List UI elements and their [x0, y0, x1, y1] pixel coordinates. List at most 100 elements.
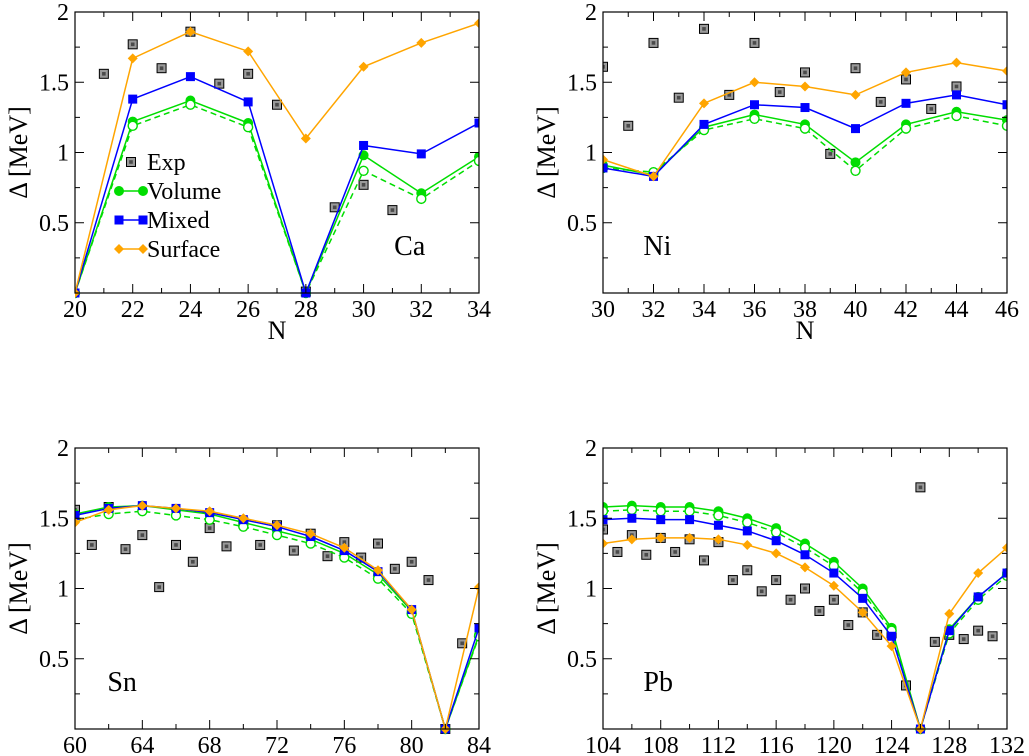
data-point [612, 546, 623, 557]
y-tick-label: 1 [57, 577, 69, 603]
data-point [800, 81, 810, 92]
x-tick-label: 42 [894, 297, 918, 323]
y-tick-label: 1.5 [39, 70, 69, 96]
exp-marker-core [224, 544, 229, 549]
exp-marker-core [460, 641, 464, 646]
legend-item-surface: Surface [114, 237, 220, 263]
data-point [171, 503, 181, 514]
series-exp [603, 23, 962, 159]
data-point [886, 641, 897, 652]
data-point [742, 565, 753, 576]
data-point [474, 623, 479, 633]
data-point [128, 94, 138, 104]
data-point [713, 534, 724, 545]
data-point [951, 81, 962, 92]
data-point [626, 534, 637, 545]
x-tick-label: 30 [352, 297, 376, 323]
legend-marker [114, 244, 124, 254]
data-point [389, 563, 400, 574]
x-axis-title: N [268, 316, 287, 345]
data-point [474, 118, 479, 128]
y-tick-label: 1.5 [39, 506, 69, 532]
data-point [627, 513, 637, 523]
data-point [171, 539, 181, 550]
exp-marker-core [875, 633, 879, 637]
data-point [850, 89, 861, 100]
data-point [603, 524, 608, 535]
x-tick-label: 22 [121, 297, 145, 323]
x-tick-label: 28 [294, 297, 318, 323]
data-point [243, 68, 254, 79]
x-tick-label: 120 [816, 733, 852, 756]
data-point [944, 608, 955, 619]
data-point [850, 157, 861, 168]
legend-marker [126, 157, 136, 167]
y-tick-label: 2 [57, 0, 69, 26]
data-point [785, 594, 796, 605]
exp-marker-core [904, 77, 908, 82]
data-point [857, 607, 868, 618]
exp-marker-core [626, 124, 631, 128]
exp-marker-core [342, 540, 347, 544]
data-point [86, 539, 97, 550]
exp-marker-core [878, 100, 883, 104]
x-axis-title: N [268, 752, 287, 756]
legend-marker [114, 215, 124, 225]
series-surface [75, 500, 479, 734]
data-point [127, 53, 138, 64]
data-point [603, 61, 608, 72]
data-point [843, 620, 854, 631]
data-point [699, 555, 709, 566]
exp-marker-core [393, 567, 397, 571]
exp-marker-core [803, 586, 807, 591]
legend-label: Exp [147, 150, 186, 176]
data-point [756, 586, 767, 597]
exp-marker-core [246, 72, 250, 76]
data-point [771, 536, 781, 546]
data-point [238, 513, 249, 524]
series-exp [98, 26, 398, 297]
x-tick-label: 124 [874, 733, 910, 756]
x-axis-title: N [796, 752, 815, 756]
exp-marker-core [832, 597, 836, 602]
data-point [416, 37, 427, 48]
exp-marker-core [788, 597, 793, 602]
x-tick-label: 40 [844, 297, 868, 323]
legend: Exp Volume Mixed Surface [114, 150, 221, 263]
x-tick-label: 20 [63, 297, 87, 323]
exp-marker-core [727, 93, 732, 97]
data-point [603, 515, 608, 525]
data-point [204, 506, 215, 517]
exp-marker-core [673, 550, 677, 554]
data-point [915, 482, 926, 493]
data-point [603, 154, 608, 165]
x-tick-label: 128 [931, 733, 967, 756]
data-point [322, 551, 333, 562]
data-point [900, 123, 912, 134]
exp-marker-core [752, 41, 757, 45]
exp-marker-core [990, 634, 995, 639]
x-tick-label: 36 [743, 297, 767, 323]
exp-marker-core [102, 72, 106, 76]
series-line [75, 75, 479, 296]
y-tick-label: 0.5 [39, 211, 69, 237]
exp-marker-core [140, 533, 145, 537]
data-point [814, 605, 825, 616]
panel-sn: 60 64 68 72 76 80 84 0.5 1 1.5 2 N Δ [MeV] Sn [4, 436, 491, 756]
data-point [858, 593, 868, 603]
data-point [127, 120, 138, 132]
exp-marker-core [390, 208, 395, 212]
y-tick-label: 1.5 [567, 506, 597, 532]
data-point [952, 90, 961, 100]
exp-marker-core [159, 66, 164, 70]
data-point [699, 119, 709, 129]
exp-marker-core [123, 547, 128, 551]
data-point [901, 98, 911, 108]
data-point [670, 546, 681, 557]
data-point [416, 149, 426, 159]
data-point [271, 529, 283, 541]
x-axis-title: N [796, 316, 815, 345]
data-point [373, 565, 383, 576]
x-tick-label: 32 [642, 297, 666, 323]
data-point [1002, 542, 1007, 553]
